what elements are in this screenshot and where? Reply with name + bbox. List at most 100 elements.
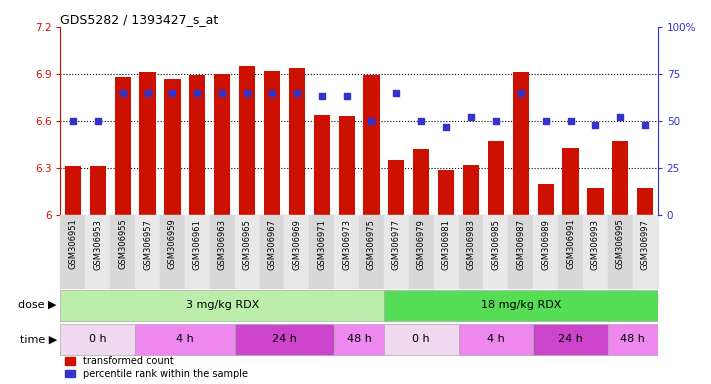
Point: [316, 93, 327, 99]
Bar: [289, 68, 305, 215]
Bar: [583, 215, 608, 288]
Text: GSM306995: GSM306995: [616, 219, 625, 270]
Bar: [135, 215, 160, 288]
Text: GSM306957: GSM306957: [143, 219, 152, 270]
Text: time ▶: time ▶: [20, 334, 57, 344]
Text: 0 h: 0 h: [412, 334, 430, 344]
Point: [92, 118, 104, 124]
Bar: [164, 79, 181, 215]
Point: [191, 89, 203, 96]
Bar: [60, 215, 85, 288]
Text: GSM306981: GSM306981: [442, 219, 451, 270]
Bar: [608, 215, 633, 288]
Text: dose ▶: dose ▶: [18, 300, 57, 310]
Bar: [459, 215, 483, 288]
Text: GDS5282 / 1393427_s_at: GDS5282 / 1393427_s_at: [60, 13, 219, 26]
Bar: [90, 166, 106, 215]
Point: [216, 89, 228, 96]
Bar: [508, 215, 533, 288]
Bar: [538, 184, 554, 215]
Text: 3 mg/kg RDX: 3 mg/kg RDX: [186, 300, 259, 310]
Bar: [314, 115, 330, 215]
Text: GSM306955: GSM306955: [118, 219, 127, 270]
Bar: [139, 72, 156, 215]
Bar: [587, 189, 604, 215]
Point: [141, 89, 154, 96]
Text: GSM306969: GSM306969: [292, 219, 301, 270]
Text: 48 h: 48 h: [621, 334, 645, 344]
Text: GSM306985: GSM306985: [491, 219, 501, 270]
Point: [117, 89, 128, 96]
Bar: [260, 215, 284, 288]
Bar: [239, 66, 255, 215]
Bar: [483, 215, 508, 288]
Bar: [65, 166, 81, 215]
Bar: [210, 215, 235, 288]
Text: GSM306959: GSM306959: [168, 219, 177, 270]
Bar: [214, 74, 230, 215]
Bar: [533, 324, 608, 356]
Point: [565, 118, 576, 124]
Bar: [363, 76, 380, 215]
Text: GSM306961: GSM306961: [193, 219, 202, 270]
Bar: [284, 215, 309, 288]
Text: 4 h: 4 h: [487, 334, 505, 344]
Bar: [160, 215, 185, 288]
Text: GSM306965: GSM306965: [242, 219, 252, 270]
Point: [589, 122, 601, 128]
Point: [67, 118, 78, 124]
Bar: [608, 324, 658, 356]
Text: GSM306977: GSM306977: [392, 219, 401, 270]
Point: [341, 93, 352, 99]
Text: GSM306997: GSM306997: [641, 219, 650, 270]
Bar: [513, 72, 529, 215]
Bar: [488, 141, 504, 215]
Text: GSM306991: GSM306991: [566, 219, 575, 270]
Text: GSM306989: GSM306989: [541, 219, 550, 270]
Bar: [409, 215, 434, 288]
Bar: [309, 215, 334, 288]
Point: [241, 89, 253, 96]
Bar: [388, 160, 405, 215]
Point: [440, 124, 452, 130]
Text: 0 h: 0 h: [89, 334, 107, 344]
Bar: [334, 324, 384, 356]
Bar: [633, 215, 658, 288]
Text: 4 h: 4 h: [176, 334, 193, 344]
Point: [490, 118, 501, 124]
Bar: [359, 215, 384, 288]
Text: 24 h: 24 h: [558, 334, 583, 344]
Bar: [533, 215, 558, 288]
Bar: [334, 215, 359, 288]
Bar: [189, 76, 205, 215]
Text: GSM306993: GSM306993: [591, 219, 600, 270]
Bar: [438, 170, 454, 215]
Text: GSM306973: GSM306973: [342, 219, 351, 270]
Point: [166, 89, 178, 96]
Bar: [185, 215, 210, 288]
Bar: [60, 290, 384, 321]
Bar: [413, 149, 429, 215]
Bar: [338, 116, 355, 215]
Bar: [384, 215, 409, 288]
Bar: [434, 215, 459, 288]
Point: [365, 118, 377, 124]
Bar: [558, 215, 583, 288]
Bar: [264, 71, 280, 215]
Point: [614, 114, 626, 120]
Text: GSM306983: GSM306983: [466, 219, 476, 270]
Text: 18 mg/kg RDX: 18 mg/kg RDX: [481, 300, 561, 310]
Text: GSM306951: GSM306951: [68, 219, 77, 270]
Point: [515, 89, 526, 96]
Bar: [60, 324, 135, 356]
Text: GSM306953: GSM306953: [93, 219, 102, 270]
Text: GSM306987: GSM306987: [516, 219, 525, 270]
Bar: [235, 215, 260, 288]
Point: [540, 118, 551, 124]
Bar: [110, 215, 135, 288]
Text: GSM306971: GSM306971: [317, 219, 326, 270]
Text: 48 h: 48 h: [347, 334, 371, 344]
Bar: [637, 189, 653, 215]
Bar: [384, 324, 459, 356]
Bar: [463, 165, 479, 215]
